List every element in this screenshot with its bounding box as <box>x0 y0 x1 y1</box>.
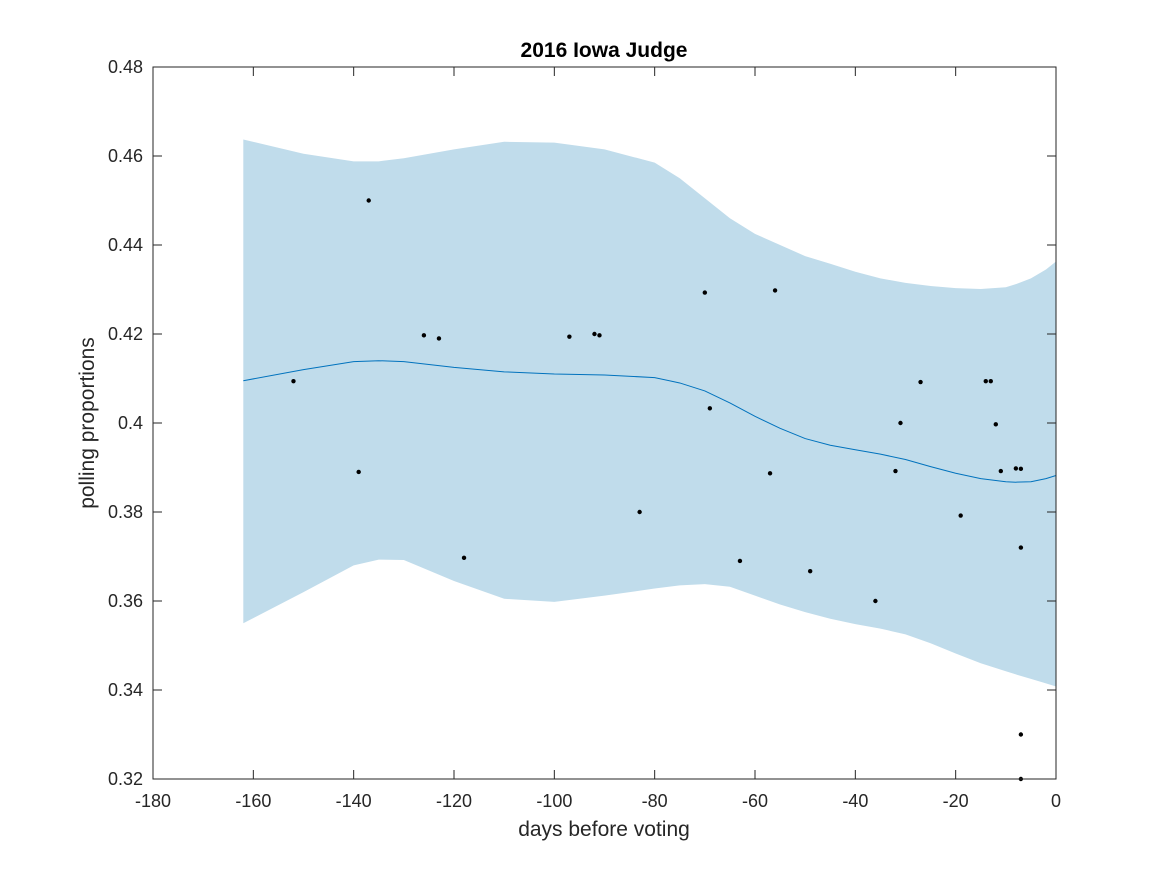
y-axis-label: polling proportions <box>76 337 99 509</box>
data-point <box>1013 466 1019 471</box>
data-point <box>461 555 467 561</box>
x-tick-label: -20 <box>943 791 969 811</box>
y-tick-label: 0.44 <box>108 235 143 255</box>
y-axis-ticks: 0.32 0.34 0.36 0.38 0.4 0.42 0.44 0.46 0.48 <box>108 57 1056 789</box>
data-point <box>873 598 878 604</box>
data-point <box>1018 732 1024 737</box>
x-tick-label: -60 <box>742 791 768 811</box>
data-point <box>291 378 296 384</box>
y-tick-label: 0.38 <box>108 502 143 522</box>
x-tick-label: -80 <box>642 791 668 811</box>
data-point <box>436 336 442 341</box>
data-point <box>366 198 371 203</box>
y-tick-label: 0.4 <box>118 413 143 433</box>
data-point <box>767 471 773 476</box>
fit-line <box>243 360 1057 483</box>
data-point <box>707 406 713 411</box>
data-point <box>567 334 572 339</box>
data-point <box>356 469 361 475</box>
y-tick-label: 0.32 <box>108 769 143 789</box>
x-tick-label: -160 <box>235 791 271 811</box>
y-tick-label: 0.34 <box>108 680 143 700</box>
data-point <box>807 568 813 574</box>
x-tick-label: -40 <box>842 791 868 811</box>
data-point <box>898 420 903 426</box>
x-tick-label: -180 <box>135 791 171 811</box>
data-point <box>592 331 597 337</box>
plot-area <box>243 139 1057 782</box>
x-axis-ticks: -180 -160 -140 -120 -100 -80 -60 -40 -20 0 <box>135 67 1061 811</box>
x-tick-label: -140 <box>336 791 372 811</box>
y-tick-label: 0.42 <box>108 324 143 344</box>
data-point <box>772 288 778 293</box>
data-point <box>893 468 898 474</box>
data-point <box>998 468 1004 474</box>
data-point <box>1018 545 1024 550</box>
chart-title: 2016 Iowa Judge <box>521 39 688 62</box>
data-point <box>988 378 993 384</box>
y-tick-label: 0.36 <box>108 591 143 611</box>
x-tick-label: -120 <box>436 791 472 811</box>
y-tick-label: 0.46 <box>108 146 143 166</box>
x-axis-label: days before voting <box>518 818 690 841</box>
confidence-band <box>243 139 1057 687</box>
data-point <box>918 379 923 385</box>
y-tick-label: 0.48 <box>108 57 143 77</box>
data-point <box>421 333 427 338</box>
data-point <box>1018 466 1024 472</box>
x-tick-label: 0 <box>1051 791 1061 811</box>
data-point <box>637 509 642 515</box>
x-tick-label: -100 <box>536 791 572 811</box>
data-point <box>958 513 963 518</box>
data-point <box>702 290 708 295</box>
data-point <box>597 333 602 338</box>
data-point <box>983 378 988 384</box>
data-point <box>737 558 743 564</box>
data-point <box>993 422 998 427</box>
